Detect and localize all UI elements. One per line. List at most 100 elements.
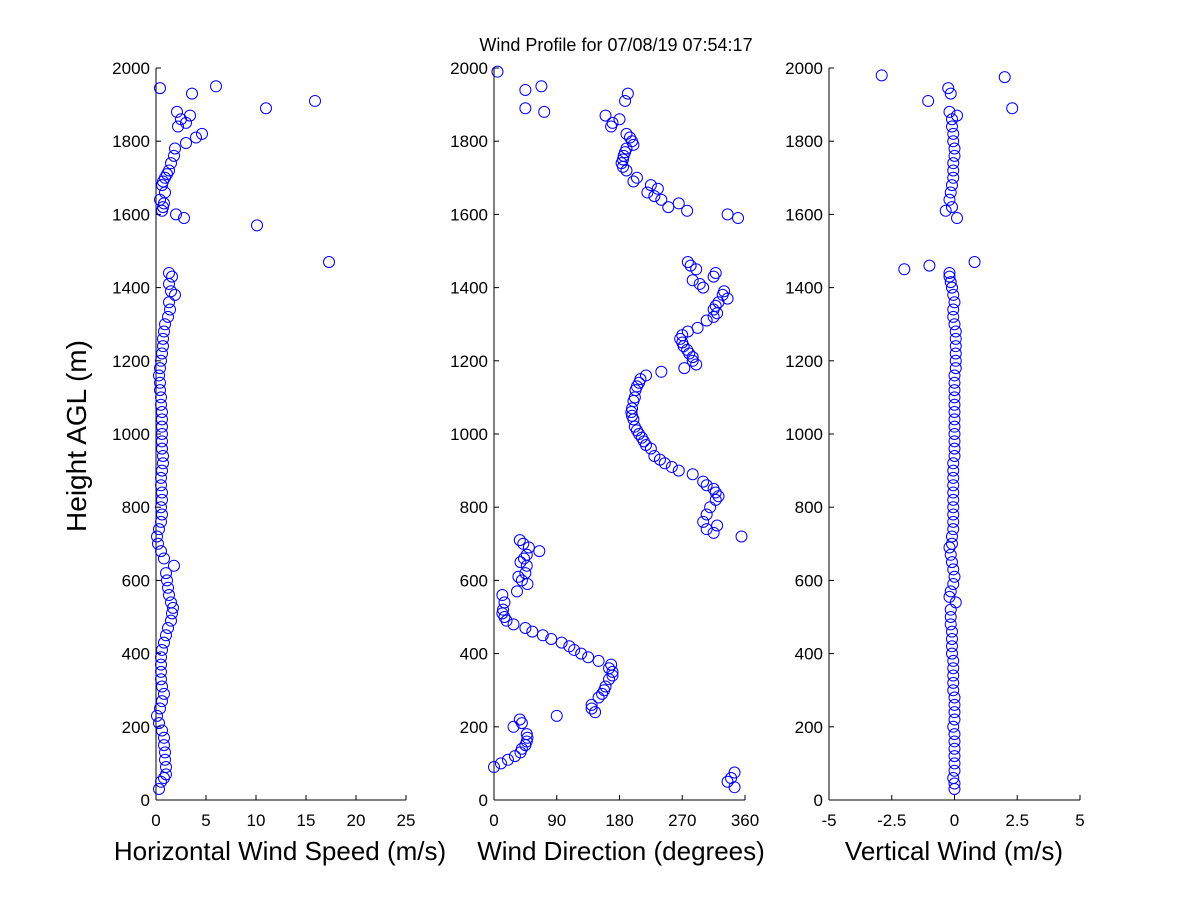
y-axis-label: Height AGL (m) [61, 340, 92, 532]
vertical-data-point [947, 508, 960, 521]
vertical-data-point [947, 127, 960, 140]
vertical-data-point [947, 464, 960, 477]
speed-y-tick-label: 200 [122, 718, 150, 737]
speed-data-point [309, 94, 321, 107]
direction-data-point [507, 618, 520, 631]
direction-data-point [616, 153, 629, 166]
vertical-data-point [948, 698, 961, 711]
speed-y-tick-label: 2000 [112, 59, 150, 78]
speed-y-tick-label: 1000 [112, 425, 150, 444]
speed-x-tick-label: 0 [151, 811, 160, 830]
vertical-data-point [945, 120, 958, 133]
direction-y-tick-label: 1800 [450, 132, 488, 151]
vertical-x-tick-label: 2.5 [1005, 811, 1029, 830]
direction-data-point [700, 314, 713, 327]
vertical-data-point [948, 442, 961, 455]
vertical-data-point [948, 318, 961, 331]
speed-data-point [162, 581, 174, 594]
direction-data-point [520, 548, 533, 561]
direction-data-point [681, 204, 694, 217]
speed-data-point [156, 724, 168, 737]
vertical-data-point [948, 764, 961, 777]
vertical-data-point [949, 362, 962, 375]
speed-data-point [155, 354, 167, 367]
speed-data-point [156, 486, 168, 499]
vertical-data-point [948, 142, 961, 155]
vertical-data-point [998, 71, 1011, 84]
vertical-data-point [898, 263, 911, 276]
direction-y-tick-label: 400 [460, 645, 488, 664]
vertical-data-point [942, 82, 955, 95]
direction-y-tick-label: 800 [460, 498, 488, 517]
direction-y-tick-label: 0 [479, 791, 488, 810]
direction-data-point [700, 523, 713, 536]
direction-data-point [520, 735, 533, 748]
vertical-data-point [943, 590, 956, 603]
vertical-data-point [947, 171, 960, 184]
direction-x-tick-label: 0 [489, 811, 498, 830]
speed-data-point [172, 120, 184, 133]
direction-data-point [507, 720, 520, 733]
speed-data-point [196, 127, 208, 140]
speed-data-point [155, 651, 167, 664]
vertical-x-axis-label: Vertical Wind (m/s) [845, 836, 1063, 866]
direction-y-tick-label: 1600 [450, 205, 488, 224]
vertical-y-tick-label: 1600 [785, 205, 823, 224]
direction-data-point [497, 603, 510, 616]
direction-data-point [678, 362, 691, 375]
direction-data-point [620, 127, 633, 140]
direction-data-point [628, 420, 641, 433]
direction-y-tick-label: 1000 [450, 425, 488, 444]
vertical-data-point [947, 457, 960, 470]
vertical-data-point [943, 270, 956, 283]
speed-data-point [156, 413, 168, 426]
vertical-data-point [948, 570, 961, 583]
speed-y-tick-label: 0 [141, 791, 150, 810]
direction-data-point [686, 354, 699, 367]
speed-data-point [190, 131, 202, 144]
direction-data-point [697, 515, 710, 528]
vertical-data-point [947, 135, 960, 148]
direction-data-point [651, 182, 664, 195]
direction-data-point [707, 482, 720, 495]
direction-data-point [519, 102, 532, 115]
speed-data-point [156, 508, 168, 521]
direction-data-point [627, 175, 640, 188]
speed-data-point [154, 362, 166, 375]
speed-data-point [160, 629, 172, 642]
vertical-data-point [947, 720, 960, 733]
vertical-data-point [947, 662, 960, 675]
direction-data-point [517, 552, 530, 565]
speed-data-point [153, 369, 165, 382]
speed-y-tick-label: 1200 [112, 352, 150, 371]
vertical-data-point [922, 94, 935, 107]
vertical-data-point [948, 406, 961, 419]
speed-data-point [166, 270, 178, 283]
vertical-data-point [947, 578, 960, 591]
direction-data-point [672, 197, 685, 210]
speed-data-point [155, 658, 167, 671]
vertical-x-tick-label: -2.5 [877, 811, 906, 830]
vertical-wind-panel: Vertical Wind (m/s) 0 200 400 600 800 1000 120… [785, 59, 1085, 866]
direction-data-point [498, 596, 511, 609]
direction-data-point [641, 186, 654, 199]
speed-data-point [164, 303, 176, 316]
direction-data-point [501, 753, 514, 766]
speed-data-point [155, 515, 167, 528]
speed-data-point [153, 717, 165, 730]
speed-data-point [162, 310, 174, 323]
direction-data-point [606, 116, 619, 129]
speed-data-point [159, 318, 171, 331]
speed-data-point [151, 530, 163, 543]
vertical-data-point [948, 369, 961, 382]
direction-data-point [589, 706, 602, 719]
vertical-data-point [945, 647, 958, 660]
direction-data-point [662, 201, 675, 214]
speed-data-point [158, 636, 170, 649]
vertical-data-point [948, 413, 961, 426]
speed-data-point [184, 109, 196, 122]
vertical-y-tick-label: 0 [814, 791, 823, 810]
vertical-data-point [947, 669, 960, 682]
